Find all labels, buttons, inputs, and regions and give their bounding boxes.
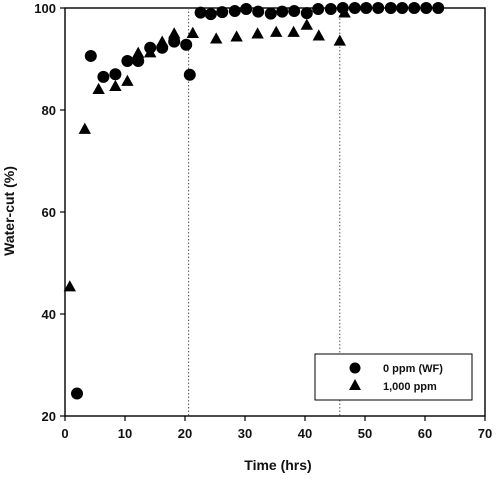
data-point-1000ppm — [109, 79, 122, 91]
y-tick-label: 60 — [42, 205, 56, 220]
data-point-0ppm — [84, 49, 97, 62]
data-point-0ppm — [109, 68, 122, 81]
data-point-0ppm — [264, 7, 277, 20]
y-tick-label: 40 — [42, 307, 56, 322]
y-tick-label: 100 — [34, 1, 56, 16]
data-point-0ppm — [194, 6, 207, 19]
data-point-1000ppm — [186, 26, 199, 38]
data-point-0ppm — [240, 3, 253, 16]
data-point-1000ppm — [300, 18, 313, 30]
data-point-1000ppm — [156, 35, 169, 47]
data-point-1000ppm — [251, 27, 264, 39]
x-tick-label: 50 — [358, 426, 372, 441]
data-point-1000ppm — [92, 82, 105, 95]
data-point-0ppm — [288, 5, 301, 18]
data-point-0ppm — [384, 2, 397, 14]
x-tick-label: 40 — [298, 426, 312, 441]
data-point-0ppm — [204, 8, 217, 21]
data-point-0ppm — [216, 6, 229, 19]
data-point-0ppm — [71, 387, 83, 400]
data-point-1000ppm — [312, 29, 325, 41]
data-point-1000ppm — [63, 280, 76, 292]
x-tick-label: 70 — [478, 426, 492, 441]
data-point-0ppm — [168, 35, 181, 48]
data-point-1000ppm — [287, 25, 300, 37]
data-point-0ppm — [300, 7, 313, 20]
legend-label-1000ppm: 1,000 ppm — [383, 381, 437, 393]
data-point-0ppm — [132, 55, 145, 68]
legend-label-0ppm: 0 ppm (WF) — [383, 363, 443, 375]
data-point-0ppm — [121, 55, 134, 68]
data-point-0ppm — [396, 2, 409, 14]
data-point-0ppm — [276, 5, 289, 18]
data-point-0ppm — [97, 70, 110, 83]
data-point-0ppm — [228, 5, 241, 18]
x-tick-label: 60 — [418, 426, 432, 441]
data-point-0ppm — [180, 38, 193, 51]
data-point-1000ppm — [144, 46, 157, 58]
legend-marker-1000ppm — [349, 379, 361, 390]
data-point-0ppm — [252, 5, 265, 18]
legend-box — [314, 353, 473, 401]
data-point-0ppm — [348, 2, 361, 14]
x-tick-label: 10 — [118, 426, 132, 441]
x-axis-title: Time (hrs) — [244, 457, 311, 473]
y-tick-label: 20 — [42, 409, 56, 424]
legend: 0 ppm (WF) 1,000 ppm — [314, 353, 473, 401]
data-point-1000ppm — [230, 30, 243, 42]
data-point-1000ppm — [121, 74, 134, 86]
data-point-1000ppm — [132, 46, 145, 58]
data-point-0ppm — [312, 3, 325, 16]
data-point-0ppm — [420, 2, 433, 14]
data-point-1000ppm — [333, 34, 346, 46]
data-point-1000ppm — [78, 122, 91, 134]
data-point-1000ppm — [210, 32, 223, 44]
data-point-0ppm — [408, 2, 421, 14]
data-point-1000ppm — [168, 27, 181, 39]
x-tick-label: 20 — [178, 426, 192, 441]
data-point-0ppm — [372, 2, 385, 14]
legend-marker-0ppm — [349, 362, 361, 374]
data-point-0ppm — [360, 2, 373, 14]
data-point-1000ppm — [270, 25, 283, 37]
x-tick-label: 30 — [238, 426, 252, 441]
data-point-0ppm — [183, 68, 196, 81]
y-axis-title: Water-cut (%) — [1, 166, 17, 256]
data-point-1000ppm — [338, 6, 351, 18]
data-point-0ppm — [324, 3, 337, 16]
y-tick-label: 80 — [42, 103, 56, 118]
x-tick-label: 0 — [61, 426, 68, 441]
data-point-0ppm — [432, 2, 445, 14]
